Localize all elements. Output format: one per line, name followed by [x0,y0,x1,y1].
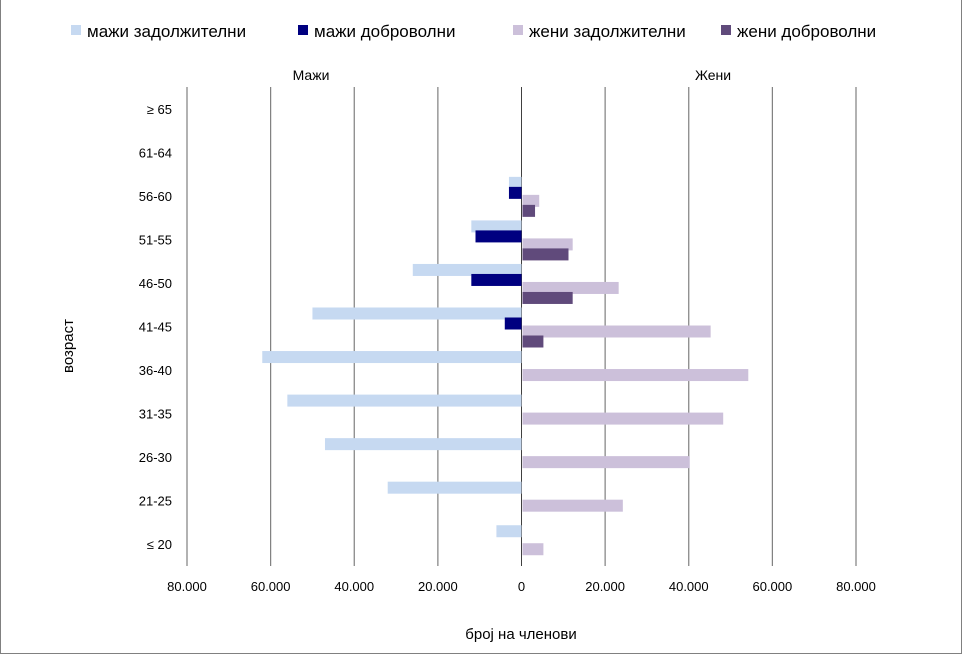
y-tick-label: 31-35 [139,407,172,422]
legend-label: жени доброволни [737,22,876,41]
y-tick-label: 36-40 [139,363,172,378]
bar [324,438,522,451]
bar [522,412,724,425]
x-tick-label: 80.000 [167,579,207,594]
legend-label: мажи задолжителни [87,22,246,41]
y-tick-labels: ≥ 65 61-64 56-60 51-55 46-50 41-45 36-40 31-35 2… [139,102,172,552]
bar [287,394,522,407]
bar [508,176,522,189]
bar [522,456,690,469]
y-tick-label: 21-25 [139,494,172,509]
bar [475,230,522,243]
bar [471,273,522,286]
bar [522,291,573,304]
bar [522,204,536,217]
x-tick-label: 20.000 [585,579,625,594]
bar [262,351,522,364]
y-tick-label: 46-50 [139,276,172,291]
left-side-label: Мажи [293,67,330,83]
bar [522,499,623,512]
legend-label: жени задолжителни [529,22,686,41]
bar [522,248,569,261]
bar [522,335,544,348]
legend-swatch [513,25,523,35]
right-side-label: Жени [695,67,731,83]
x-tick-labels: 80.000 60.000 40.000 20.000 0 20.000 40.000 60.… [167,579,876,594]
bar [504,317,522,330]
bar [522,281,619,294]
x-tick-label: 40.000 [334,579,374,594]
legend: мажи задолжителни мажи доброволни жени зад… [71,22,876,41]
x-tick-label: 60.000 [251,579,291,594]
legend-swatch [71,25,81,35]
bar [496,525,522,538]
bar [508,186,522,199]
y-tick-label: 26-30 [139,450,172,465]
x-axis-title: број на членови [465,626,576,643]
bar [522,543,544,556]
legend-swatch [721,25,731,35]
bar [471,220,522,233]
y-tick-label: 61-64 [139,145,172,160]
x-tick-label: 20.000 [418,579,458,594]
x-tick-label: 0 [518,579,525,594]
bar [412,263,522,276]
y-tick-label: ≤ 20 [147,537,172,552]
y-tick-label: 41-45 [139,320,172,335]
bar [312,307,522,320]
y-tick-label: 56-60 [139,189,172,204]
legend-label: мажи доброволни [314,22,455,41]
bar [522,369,749,382]
x-tick-label: 40.000 [669,579,709,594]
x-tick-label: 80.000 [836,579,876,594]
bar [522,194,540,207]
bars [262,176,749,556]
bar [387,481,522,494]
x-tick-label: 60.000 [752,579,792,594]
bar [522,325,711,338]
y-tick-label: ≥ 65 [147,102,172,117]
y-axis-title: возраст [60,319,77,373]
legend-swatch [298,25,308,35]
y-tick-label: 51-55 [139,232,172,247]
bar [522,238,573,251]
